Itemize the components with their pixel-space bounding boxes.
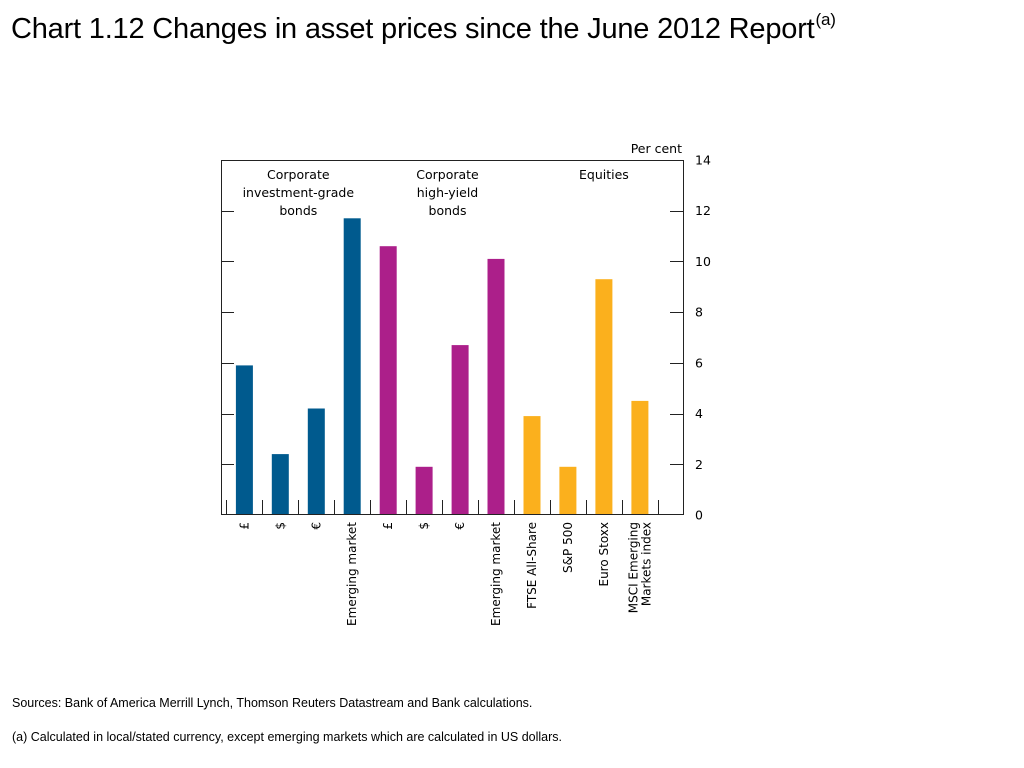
x-category-label: € [453, 522, 467, 530]
x-category-label: Euro Stoxx [597, 522, 611, 587]
bars-layer [235, 218, 649, 516]
bar [451, 345, 469, 515]
y-tick-label: 0 [695, 508, 703, 523]
bar [487, 258, 505, 515]
bar [271, 454, 289, 515]
chart-title-footnote-marker: (a) [815, 10, 836, 29]
y-tick-label: 8 [695, 305, 703, 320]
bar [307, 408, 325, 515]
bar [559, 466, 577, 515]
chart-title-text: Chart 1.12 Changes in asset prices since… [11, 13, 815, 45]
bar [595, 279, 613, 515]
bar-chart: 0 2 4 6 8 10 12 14 £ $ € Emerging market £ $ € Emerging… [221, 141, 711, 626]
group-label: Corporate [267, 167, 330, 182]
y-tick-label: 14 [695, 153, 711, 168]
x-category-label: £ [381, 522, 395, 530]
group-label: Corporate [416, 167, 479, 182]
x-category-label: S&P 500 [561, 522, 575, 573]
x-category-label: Markets index [639, 522, 653, 606]
bar [631, 400, 649, 515]
group-label: Equities [579, 167, 629, 182]
x-category-label: € [309, 522, 323, 530]
bar [343, 218, 361, 516]
chart-title: Chart 1.12 Changes in asset prices since… [11, 10, 836, 46]
x-category-label: $ [417, 522, 431, 530]
group-label: bonds [279, 203, 317, 218]
x-category-label: Emerging market [489, 522, 503, 626]
y-tick-label: 6 [695, 355, 703, 370]
y-tick-label: 2 [695, 457, 703, 472]
bar [235, 365, 253, 515]
x-category-label: $ [273, 522, 287, 530]
y-tick-label: 10 [695, 254, 711, 269]
ticks-layer [221, 211, 683, 515]
bar [523, 416, 541, 515]
group-label: investment-grade [243, 185, 355, 200]
y-tick-label: 4 [695, 406, 703, 421]
footnote: (a) Calculated in local/stated currency,… [12, 730, 563, 744]
sources-note: Sources: Bank of America Merrill Lynch, … [12, 696, 533, 710]
group-label: bonds [429, 203, 467, 218]
x-category-label: Emerging market [345, 522, 359, 626]
x-category-label: FTSE All-Share [525, 522, 539, 609]
y-tick-label: 12 [695, 203, 711, 218]
x-category-label: MSCI Emerging [626, 522, 640, 613]
bar [379, 246, 397, 515]
plot-frame [221, 160, 684, 515]
group-label: high-yield [417, 185, 479, 200]
bar [415, 466, 433, 515]
labels-layer: 0 2 4 6 8 10 12 14 £ $ € Emerging market £ $ € Emerging… [237, 153, 711, 626]
unit-label: Per cent [631, 141, 682, 156]
x-category-label: £ [237, 522, 251, 530]
